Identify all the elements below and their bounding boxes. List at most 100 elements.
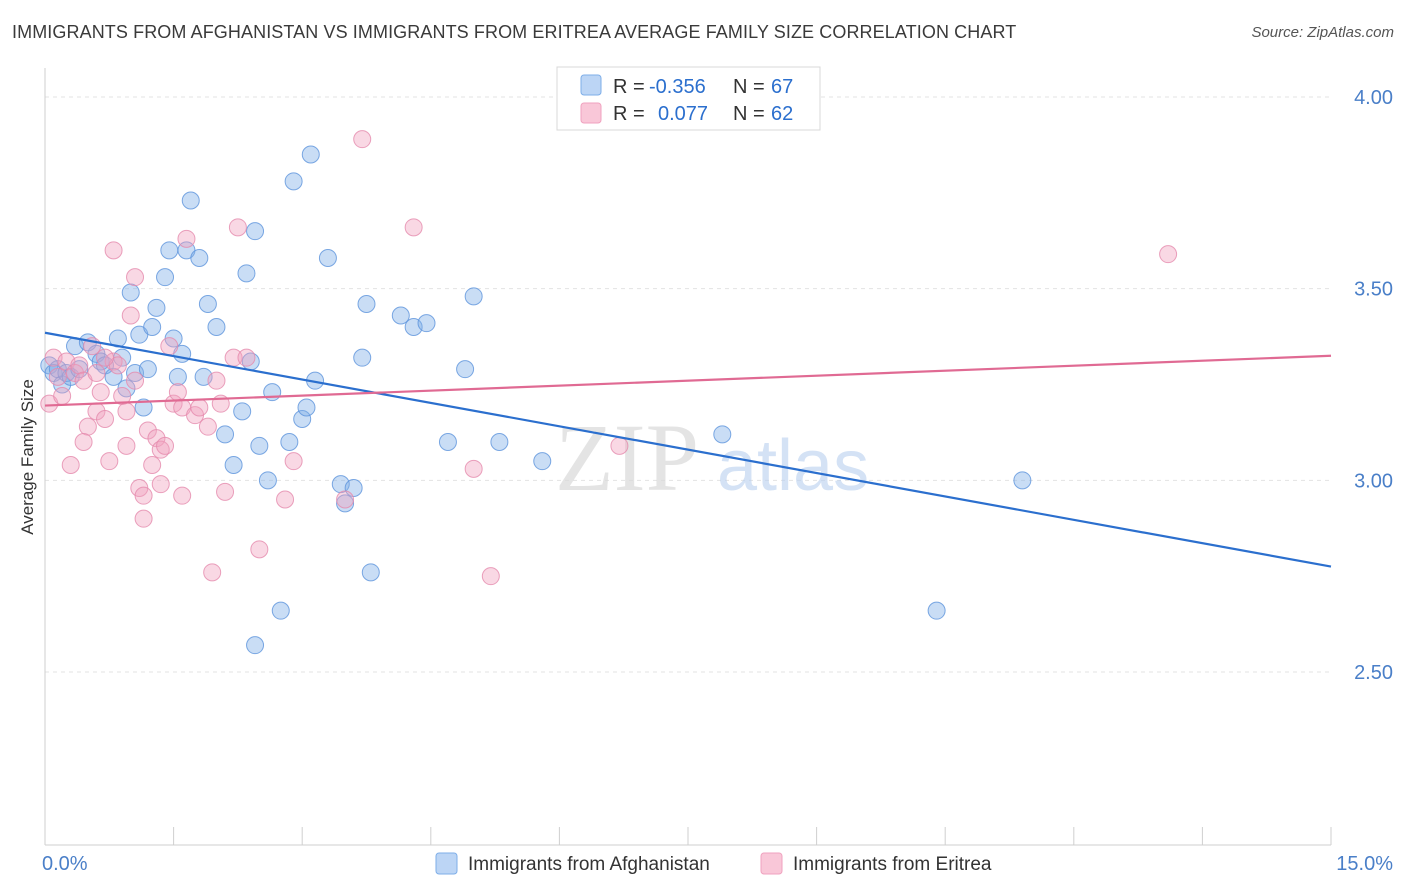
point-eritrea-38 [216, 482, 235, 501]
point-afghanistan-63 [490, 433, 509, 451]
series-legend-swatch-eritrea [760, 852, 783, 875]
point-afghanistan-20 [138, 360, 157, 379]
legend-r-value-afghanistan: -0.356 [649, 76, 706, 98]
legend-swatch-afghanistan [580, 74, 602, 96]
point-eritrea-28 [160, 337, 179, 356]
point-eritrea-55 [203, 563, 222, 582]
point-eritrea-35 [198, 417, 217, 436]
point-afghanistan-42 [263, 383, 282, 402]
point-afghanistan-21 [143, 318, 162, 336]
point-eritrea-22 [134, 486, 153, 505]
point-afghanistan-55 [357, 295, 376, 313]
point-eritrea-24 [143, 456, 162, 474]
legend-n-value-afghanistan: 67 [771, 76, 793, 98]
point-eritrea-48 [464, 459, 483, 478]
point-eritrea-32 [177, 229, 196, 248]
point-eritrea-19 [121, 306, 140, 325]
trend-line-afghanistan [44, 331, 1332, 568]
legend-r-label-afghanistan: R = [613, 76, 645, 98]
point-afghanistan-41 [258, 471, 277, 490]
point-eritrea-20 [126, 371, 145, 390]
point-afghanistan-44 [280, 433, 299, 451]
point-eritrea-50 [610, 436, 629, 455]
source-label: Source: ZipAtlas.com [1251, 24, 1394, 41]
point-afghanistan-24 [160, 241, 179, 260]
point-eritrea-36 [207, 371, 226, 390]
point-eritrea-42 [250, 540, 269, 559]
point-afghanistan-50 [318, 249, 337, 267]
point-afghanistan-47 [297, 398, 316, 417]
point-eritrea-40 [228, 218, 247, 237]
point-afghanistan-26 [168, 367, 187, 386]
legend-n-value-eritrea: 62 [771, 103, 793, 125]
point-eritrea-5 [61, 456, 80, 474]
point-eritrea-34 [190, 398, 209, 417]
grid-lines [45, 96, 1331, 673]
y-axis-title: Average Family Size [18, 379, 37, 535]
point-eritrea-57 [117, 402, 136, 421]
point-eritrea-43 [276, 490, 295, 509]
point-eritrea-61 [151, 475, 170, 494]
point-afghanistan-37 [237, 264, 256, 283]
trend-lines [44, 331, 1332, 568]
point-eritrea-2 [48, 367, 67, 386]
point-eritrea-58 [96, 348, 115, 367]
point-afghanistan-57 [391, 306, 410, 325]
point-eritrea-45 [336, 490, 355, 509]
y-tick-label-3: 4.00 [1354, 87, 1393, 109]
point-eritrea-3 [53, 387, 72, 405]
point-eritrea-27 [156, 436, 175, 455]
point-afghanistan-64 [533, 452, 552, 471]
point-eritrea-51 [1159, 245, 1178, 264]
point-eritrea-14 [100, 452, 119, 471]
legend-n-label-afghanistan: N = [733, 76, 765, 98]
point-afghanistan-61 [456, 360, 475, 379]
point-eritrea-44 [284, 452, 303, 471]
point-eritrea-49 [481, 567, 500, 586]
point-eritrea-12 [91, 383, 110, 402]
watermark-atlas: atlas [717, 426, 869, 506]
point-afghanistan-34 [216, 425, 235, 444]
point-eritrea-30 [168, 383, 187, 402]
point-afghanistan-66 [927, 601, 946, 620]
point-eritrea-7 [70, 356, 89, 375]
point-afghanistan-23 [156, 268, 175, 287]
point-eritrea-60 [74, 433, 93, 451]
series-legend-label-afghanistan: Immigrants from Afghanistan [468, 854, 710, 875]
point-eritrea-13 [96, 410, 115, 428]
point-afghanistan-12 [104, 367, 123, 386]
point-eritrea-59 [87, 364, 106, 382]
point-eritrea-53 [126, 268, 145, 287]
point-afghanistan-30 [190, 249, 209, 267]
point-afghanistan-43 [271, 601, 290, 620]
point-afghanistan-22 [147, 298, 166, 317]
stats-legend: R = -0.356 N = 67 R = 0.077 N = 62 [556, 66, 821, 131]
point-afghanistan-56 [361, 563, 380, 582]
point-afghanistan-39 [246, 222, 265, 241]
watermark: ZIP atlas [555, 404, 869, 511]
point-eritrea-9 [78, 417, 97, 436]
point-afghanistan-40 [250, 436, 269, 455]
watermark-zip: ZIP [555, 404, 699, 511]
point-afghanistan-59 [417, 314, 436, 333]
point-eritrea-54 [134, 509, 153, 528]
chart-title: IMMIGRANTS FROM AFGHANISTAN VS IMMIGRANT… [12, 22, 1017, 42]
point-eritrea-41 [237, 348, 256, 367]
point-afghanistan-16 [121, 283, 140, 302]
legend-r-label-eritrea: R = [613, 103, 645, 125]
series-legend-swatch-afghanistan [435, 852, 458, 875]
point-afghanistan-67 [1013, 471, 1032, 490]
point-afghanistan-65 [713, 425, 732, 444]
point-afghanistan-35 [224, 456, 243, 474]
point-afghanistan-33 [207, 318, 226, 336]
point-eritrea-56 [173, 486, 192, 505]
series-legend-label-eritrea: Immigrants from Eritrea [793, 854, 992, 875]
point-afghanistan-45 [284, 172, 303, 191]
point-afghanistan-54 [353, 348, 372, 367]
y-tick-labels: 2.50 3.00 3.50 4.00 [1354, 87, 1393, 684]
x-axis-ticks [44, 827, 1332, 845]
data-points [40, 130, 1178, 655]
point-eritrea-46 [353, 130, 372, 149]
point-eritrea-52 [104, 241, 123, 260]
legend-swatch-eritrea [580, 102, 602, 124]
